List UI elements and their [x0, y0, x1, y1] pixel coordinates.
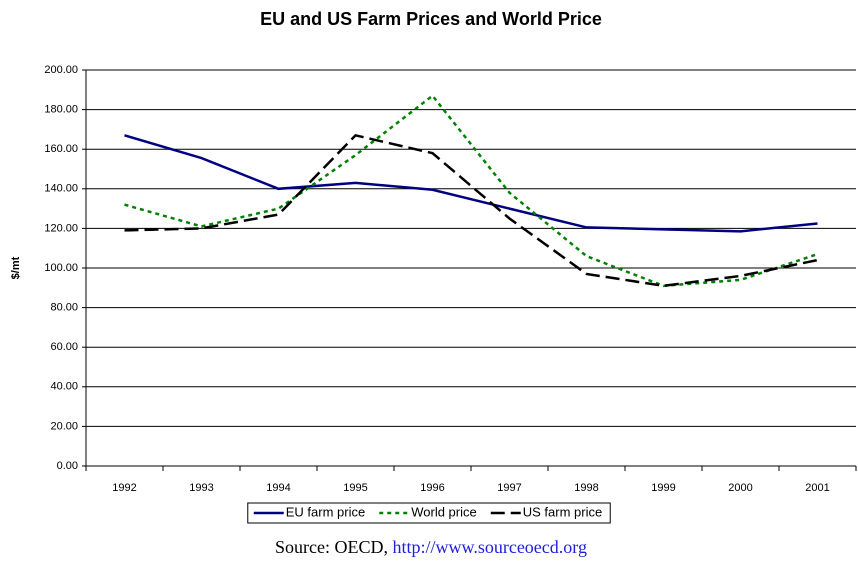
- y-tick-label: 120.00: [44, 222, 78, 234]
- y-tick-label: 140.00: [44, 183, 78, 195]
- legend-label: US farm price: [523, 504, 602, 519]
- y-tick-label: 40.00: [50, 381, 78, 393]
- x-tick-label: 1999: [651, 482, 675, 494]
- y-axis-label: $/mt: [10, 256, 22, 279]
- y-tick-label: 80.00: [50, 302, 78, 314]
- chart-title: EU and US Farm Prices and World Price: [260, 9, 602, 29]
- source-text: Source: OECD,: [275, 537, 388, 557]
- y-tick-label: 160.00: [44, 143, 78, 155]
- legend-box: [247, 502, 611, 524]
- source-link[interactable]: http://www.sourceoecd.org: [393, 537, 587, 557]
- series-line: [124, 133, 818, 288]
- y-tick-label: 100.00: [44, 262, 78, 274]
- x-tick-label: 1998: [574, 482, 598, 494]
- y-tick-label: 180.00: [44, 104, 78, 116]
- x-tick-label: 1992: [112, 482, 136, 494]
- x-tick-label: 2001: [805, 482, 829, 494]
- legend-label: EU farm price: [286, 504, 365, 519]
- x-tick-label: 1995: [343, 482, 367, 494]
- series-line: [124, 134, 818, 233]
- series-line: [124, 93, 818, 288]
- x-tick-label: 1996: [420, 482, 444, 494]
- legend-label: World price: [411, 504, 477, 519]
- x-tick-label: 1994: [266, 482, 290, 494]
- y-tick-label: 20.00: [50, 420, 78, 432]
- x-tick-label: 1993: [189, 482, 213, 494]
- y-tick-label: 60.00: [50, 341, 78, 353]
- y-tick-label: 200.00: [44, 64, 78, 76]
- x-tick-label: 1997: [497, 482, 521, 494]
- y-tick-label: 0.00: [57, 460, 78, 472]
- x-tick-label: 2000: [728, 482, 752, 494]
- source-line: Source: OECD, http://www.sourceoecd.org: [275, 537, 587, 557]
